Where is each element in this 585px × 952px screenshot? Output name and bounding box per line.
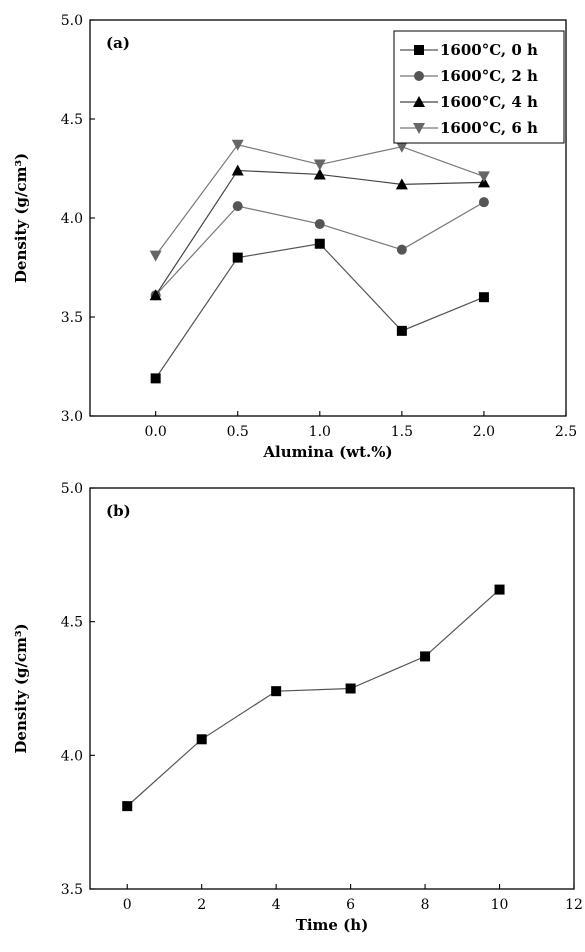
data-point [396,325,407,336]
data-point [478,292,489,303]
x-tick-label: 2.0 [473,424,495,440]
data-point [313,159,326,171]
plot-frame [89,487,575,890]
data-point [314,218,325,229]
x-tick-label: 1.0 [309,424,331,440]
y-tick-label: 4.5 [61,112,83,128]
x-tick-label: 6 [346,897,355,913]
legend-marker [414,45,424,55]
x-tick-label: 8 [421,897,430,913]
y-tick-label: 3.5 [61,882,83,898]
x-tick-label: 0 [123,897,132,913]
y-axis-title: Density (g/cm³) [12,623,30,753]
x-tick-label: 10 [491,897,509,913]
x-tick-label: 0.5 [227,424,249,440]
x-axis-title: Alumina (wt.%) [262,443,392,461]
data-point [122,801,133,812]
x-tick-label: 1.5 [391,424,413,440]
data-point [478,197,489,208]
data-point [477,171,490,183]
legend-marker [413,96,425,107]
x-tick-label: 12 [565,897,583,913]
y-tick-label: 4.0 [61,748,83,764]
data-point [149,250,162,262]
data-point [232,252,243,263]
legend-marker [414,71,424,81]
x-tick-label: 0.0 [145,424,167,440]
data-point [231,139,244,151]
y-axis-title: Density (g/cm³) [12,153,30,283]
x-tick-label: 2 [197,897,206,913]
data-point [345,683,356,694]
data-point [395,178,408,190]
y-tick-label: 5.0 [61,481,83,497]
y-tick-label: 3.0 [61,409,83,425]
legend-label: 1600°C, 6 h [440,119,538,137]
x-tick-label: 4 [272,897,281,913]
y-tick-label: 5.0 [61,13,83,29]
chart-panel-b: 0 2 4 6 8 10 12 3.5 4.0 4.5 5.0 Time (h) Density (g/… [12,481,583,934]
y-tick-label: 3.5 [61,310,83,326]
data-point [420,651,431,662]
data-point [314,238,325,249]
data-point [149,289,162,301]
series-line [155,243,485,379]
y-tick-label: 4.0 [61,211,83,227]
chart-panel-a: 0.0 0.5 1.0 1.5 2.0 2.5 3.0 3.5 4.0 4.5 5.0 Alumina… [12,13,577,461]
data-point [196,734,207,745]
data-point [313,168,326,180]
data-point [150,373,161,384]
data-point [494,584,505,595]
legend-label: 1600°C, 2 h [440,67,538,85]
legend-label: 1600°C, 4 h [440,93,538,111]
x-axis-title: Time (h) [296,916,369,934]
data-point [396,244,407,255]
legend-marker [413,123,425,134]
legend-label: 1600°C, 0 h [440,41,538,59]
series-line [126,589,500,807]
data-point [271,686,282,697]
x-tick-label: 2.5 [555,424,577,440]
y-tick-label: 4.5 [61,615,83,631]
panel-label: (a) [106,34,130,52]
data-point [232,201,243,212]
data-point [231,164,244,176]
panel-label: (b) [106,502,131,520]
data-point [395,141,408,153]
